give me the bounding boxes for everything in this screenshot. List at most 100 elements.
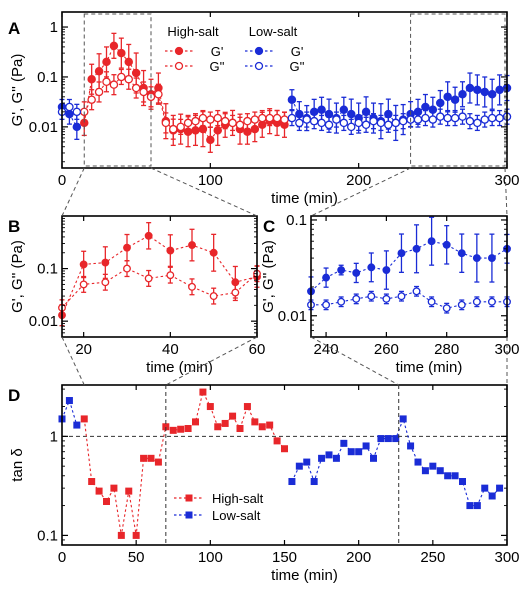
data-point bbox=[382, 266, 391, 274]
data-point bbox=[280, 115, 289, 124]
x-tick-label: 150 bbox=[272, 549, 297, 566]
data-point bbox=[322, 273, 331, 282]
data-point bbox=[110, 484, 118, 492]
x-tick-label: 280 bbox=[434, 341, 459, 358]
data-point bbox=[94, 67, 104, 76]
data-point bbox=[169, 426, 177, 434]
panel-c: 240 260 280 300 0.01 0.1 time (min) G', G'' (Pa… bbox=[260, 212, 520, 376]
data-point bbox=[206, 115, 215, 124]
data-point bbox=[302, 115, 311, 124]
data-point bbox=[495, 113, 504, 123]
data-point bbox=[450, 95, 460, 104]
series bbox=[307, 285, 511, 314]
data-point bbox=[427, 237, 436, 246]
series bbox=[58, 397, 504, 510]
y-tick-label: 1 bbox=[50, 428, 58, 445]
series-line bbox=[61, 267, 258, 309]
zoom-connector bbox=[150, 167, 258, 217]
data-point bbox=[421, 467, 429, 475]
data-point bbox=[281, 445, 288, 453]
legend-title: Low-salt bbox=[249, 24, 298, 39]
y-tick-label: 0.1 bbox=[37, 261, 58, 278]
data-point bbox=[429, 462, 437, 470]
data-point bbox=[161, 118, 171, 128]
plot-frame bbox=[310, 215, 508, 338]
data-point bbox=[384, 120, 393, 130]
data-point bbox=[80, 415, 88, 423]
data-point bbox=[324, 120, 334, 130]
data-point bbox=[384, 435, 392, 443]
data-point bbox=[188, 241, 196, 250]
data-point bbox=[443, 113, 452, 123]
zoom-connector bbox=[61, 336, 85, 386]
y-tick-label: 1 bbox=[50, 19, 58, 36]
zoom-connector bbox=[310, 167, 411, 217]
data-point bbox=[221, 419, 229, 427]
panel-letter-c: C bbox=[263, 217, 275, 236]
data-point bbox=[412, 244, 421, 253]
data-point bbox=[72, 122, 82, 132]
data-point bbox=[73, 421, 81, 429]
zoom-box-c bbox=[410, 13, 506, 167]
data-point bbox=[229, 412, 237, 420]
data-point bbox=[154, 458, 162, 466]
data-point bbox=[382, 294, 391, 303]
x-tick-label: 20 bbox=[75, 341, 92, 358]
data-point bbox=[487, 90, 497, 99]
data-point bbox=[473, 118, 482, 128]
y-tick-label: 0.01 bbox=[29, 119, 58, 136]
series bbox=[58, 260, 261, 317]
data-point bbox=[458, 90, 467, 99]
data-point bbox=[131, 83, 141, 93]
data-point bbox=[199, 388, 207, 396]
data-point bbox=[213, 113, 222, 123]
y-tick-label: 0.1 bbox=[37, 69, 58, 86]
data-point bbox=[177, 425, 185, 433]
data-point bbox=[144, 231, 153, 240]
data-point bbox=[391, 118, 400, 128]
plot-frame bbox=[61, 11, 508, 169]
data-point bbox=[457, 249, 466, 258]
x-tick-label: 250 bbox=[420, 549, 445, 566]
data-point bbox=[346, 109, 356, 119]
x-tick-label: 300 bbox=[494, 172, 519, 189]
x-axis-label: time (min) bbox=[271, 567, 338, 584]
plot-frame bbox=[61, 384, 508, 546]
data-point bbox=[102, 57, 111, 67]
x-tick-label: 60 bbox=[249, 341, 266, 358]
data-point bbox=[355, 448, 363, 456]
data-point bbox=[324, 109, 334, 119]
x-tick-label: 100 bbox=[198, 549, 223, 566]
data-point bbox=[209, 292, 218, 301]
data-point bbox=[443, 92, 452, 102]
x-axis-label: time (min) bbox=[271, 190, 338, 207]
data-point bbox=[458, 112, 467, 121]
y-axis-label: G', G'' (Pa) bbox=[9, 54, 26, 127]
x-tick-label: 50 bbox=[128, 549, 145, 566]
data-point bbox=[266, 421, 274, 429]
legend-marker bbox=[185, 494, 193, 502]
data-point bbox=[265, 113, 274, 123]
data-point bbox=[427, 297, 436, 306]
data-point bbox=[487, 254, 496, 263]
series bbox=[58, 222, 261, 327]
data-point bbox=[124, 74, 134, 84]
data-point bbox=[361, 107, 371, 117]
data-point bbox=[318, 454, 326, 462]
data-point bbox=[125, 487, 133, 495]
data-point bbox=[109, 41, 119, 51]
legend: High-salt Low-salt bbox=[174, 491, 264, 523]
data-point bbox=[347, 448, 355, 456]
data-point bbox=[79, 280, 88, 289]
data-point bbox=[480, 87, 489, 97]
zoom-box-b bbox=[83, 13, 152, 167]
data-point bbox=[339, 118, 349, 128]
plot-frame bbox=[61, 215, 258, 338]
legend-marker bbox=[185, 511, 193, 519]
data-point bbox=[413, 115, 423, 124]
data-point bbox=[435, 98, 445, 108]
data-point bbox=[250, 115, 260, 124]
data-point bbox=[124, 57, 134, 67]
legend-title: High-salt bbox=[167, 24, 219, 39]
